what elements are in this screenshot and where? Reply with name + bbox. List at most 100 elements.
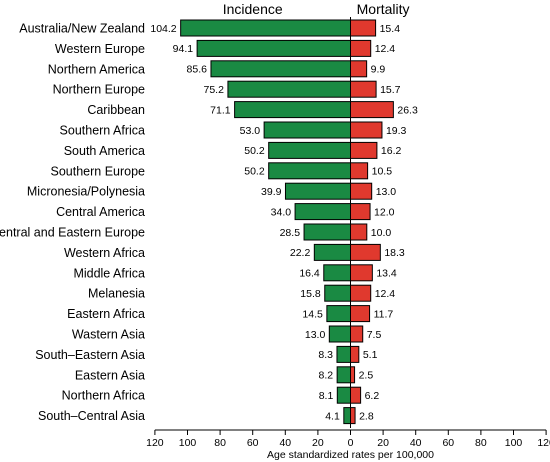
incidence-bar	[268, 162, 352, 180]
x-tick-label: 120	[146, 437, 164, 449]
incidence-bar	[210, 60, 351, 78]
incidence-value-label: 4.1	[325, 410, 340, 422]
chart-row: Eastern Asia 8.2 2.5	[75, 366, 374, 384]
mortality-bar	[350, 203, 371, 221]
category-label: Western Europe	[55, 42, 145, 56]
category-label: Wastern Asia	[72, 328, 145, 342]
chart-row: Melanesia 15.8 12.4	[88, 284, 396, 302]
incidence-value-label: 15.8	[300, 288, 321, 300]
incidence-bar	[323, 264, 352, 282]
chart-row: Western Europe 94.1 12.4	[55, 39, 396, 57]
mortality-header: Mortality	[357, 1, 410, 17]
incidence-bar	[336, 386, 351, 404]
incidence-value-label: 13.0	[305, 329, 326, 341]
mortality-bar	[350, 284, 372, 302]
mortality-value-label: 26.3	[397, 104, 418, 116]
mortality-bar	[350, 60, 368, 78]
incidence-bar	[284, 182, 352, 200]
mortality-value-label: 16.2	[381, 145, 402, 157]
mortality-value-label: 13.4	[376, 268, 397, 280]
chart-row: Central and Eastern Europe 28.5 10.0	[0, 223, 392, 241]
mortality-value-label: 15.7	[380, 84, 401, 96]
category-label: Melanesia	[88, 287, 145, 301]
x-tick-label: 120	[537, 437, 550, 449]
mortality-bar	[350, 366, 356, 384]
chart-row: Australia/New Zealand 104.2 15.4	[19, 19, 400, 37]
mortality-value-label: 2.5	[359, 370, 374, 382]
mortality-value-label: 5.1	[363, 349, 378, 361]
x-tick-label: 20	[377, 437, 389, 449]
mortality-value-label: 12.4	[375, 43, 396, 55]
incidence-value-label: 8.3	[318, 349, 333, 361]
mortality-bar	[350, 223, 368, 241]
incidence-value-label: 85.6	[187, 64, 208, 76]
x-tick-label: 60	[247, 437, 259, 449]
incidence-value-label: 34.0	[271, 206, 292, 218]
incidence-bar	[180, 19, 351, 37]
chart-row: South America 50.2 16.2	[64, 141, 402, 159]
x-axis: 120 100 80 60 40 20 0 20 40 60 80 100 120	[146, 429, 550, 449]
mortality-bar	[350, 101, 394, 119]
category-label: Northern Europe	[53, 83, 145, 97]
incidence-value-label: 53.0	[240, 125, 261, 137]
chart-row: Central America 34.0 12.0	[56, 203, 395, 221]
x-tick-label: 60	[442, 437, 454, 449]
category-label: Central and Eastern Europe	[0, 226, 145, 240]
x-tick-label: 40	[410, 437, 422, 449]
incidence-value-label: 16.4	[299, 268, 320, 280]
mortality-bar	[350, 19, 377, 37]
category-label: Micronesia/Polynesia	[27, 185, 145, 199]
category-label: Southern Africa	[60, 124, 146, 138]
chart-row: Eastern Africa 14.5 11.7	[67, 305, 394, 323]
mortality-bar	[350, 305, 371, 323]
category-label: Central America	[56, 205, 145, 219]
x-tick-label: 0	[348, 437, 354, 449]
category-label: Northern Africa	[62, 389, 145, 403]
incidence-value-label: 94.1	[173, 43, 194, 55]
mortality-bar	[350, 407, 356, 425]
mortality-value-label: 12.4	[375, 288, 396, 300]
incidence-value-label: 14.5	[302, 308, 323, 320]
incidence-bar	[303, 223, 352, 241]
chart-row: Northern Europe 75.2 15.7	[53, 80, 401, 98]
mortality-value-label: 2.8	[359, 410, 374, 422]
chart-row: Southern Africa 53.0 19.3	[60, 121, 407, 139]
x-tick-label: 40	[279, 437, 291, 449]
incidence-bar	[313, 243, 351, 261]
chart-row: Northern Africa 8.1 6.2	[62, 386, 379, 404]
mortality-value-label: 9.9	[371, 64, 386, 76]
incidence-bar	[268, 141, 352, 159]
mortality-bar	[350, 162, 369, 180]
chart-row: South–Central Asia 4.1 2.8	[38, 407, 374, 425]
mortality-bar	[350, 80, 377, 98]
mortality-value-label: 10.0	[371, 227, 392, 239]
mortality-value-label: 7.5	[367, 329, 382, 341]
incidence-bar	[294, 203, 351, 221]
category-label: South America	[64, 144, 145, 158]
mortality-bar	[350, 39, 372, 57]
incidence-value-label: 8.1	[319, 390, 334, 402]
chart-row: South–Eastern Asia 8.3 5.1	[35, 345, 378, 363]
mortality-bar	[350, 121, 383, 139]
incidence-value-label: 39.9	[261, 186, 282, 198]
incidence-bar	[343, 407, 351, 425]
chart-rows: Australia/New Zealand 104.2 15.4 Western Eu…	[0, 19, 418, 425]
mortality-value-label: 10.5	[372, 166, 393, 178]
incidence-value-label: 71.1	[210, 104, 231, 116]
incidence-bar	[336, 345, 352, 363]
incidence-value-label: 75.2	[203, 84, 224, 96]
category-label: Northern America	[48, 62, 145, 76]
incidence-value-label: 50.2	[244, 166, 265, 178]
mortality-value-label: 11.7	[374, 308, 394, 320]
mortality-value-label: 19.3	[386, 125, 407, 137]
incidence-value-label: 8.2	[319, 370, 334, 382]
category-label: Australia/New Zealand	[19, 22, 145, 36]
chart-row: Northern America 85.6 9.9	[48, 60, 386, 78]
chart-row: Western Africa 22.2 18.3	[64, 243, 405, 261]
chart-row: Micronesia/Polynesia 39.9 13.0	[27, 182, 397, 200]
category-label: South–Central Asia	[38, 409, 145, 423]
chart-row: Southern Europe 50.2 10.5	[50, 162, 393, 180]
x-tick-label: 100	[505, 437, 523, 449]
mortality-value-label: 13.0	[376, 186, 397, 198]
incidence-bar	[227, 80, 351, 98]
